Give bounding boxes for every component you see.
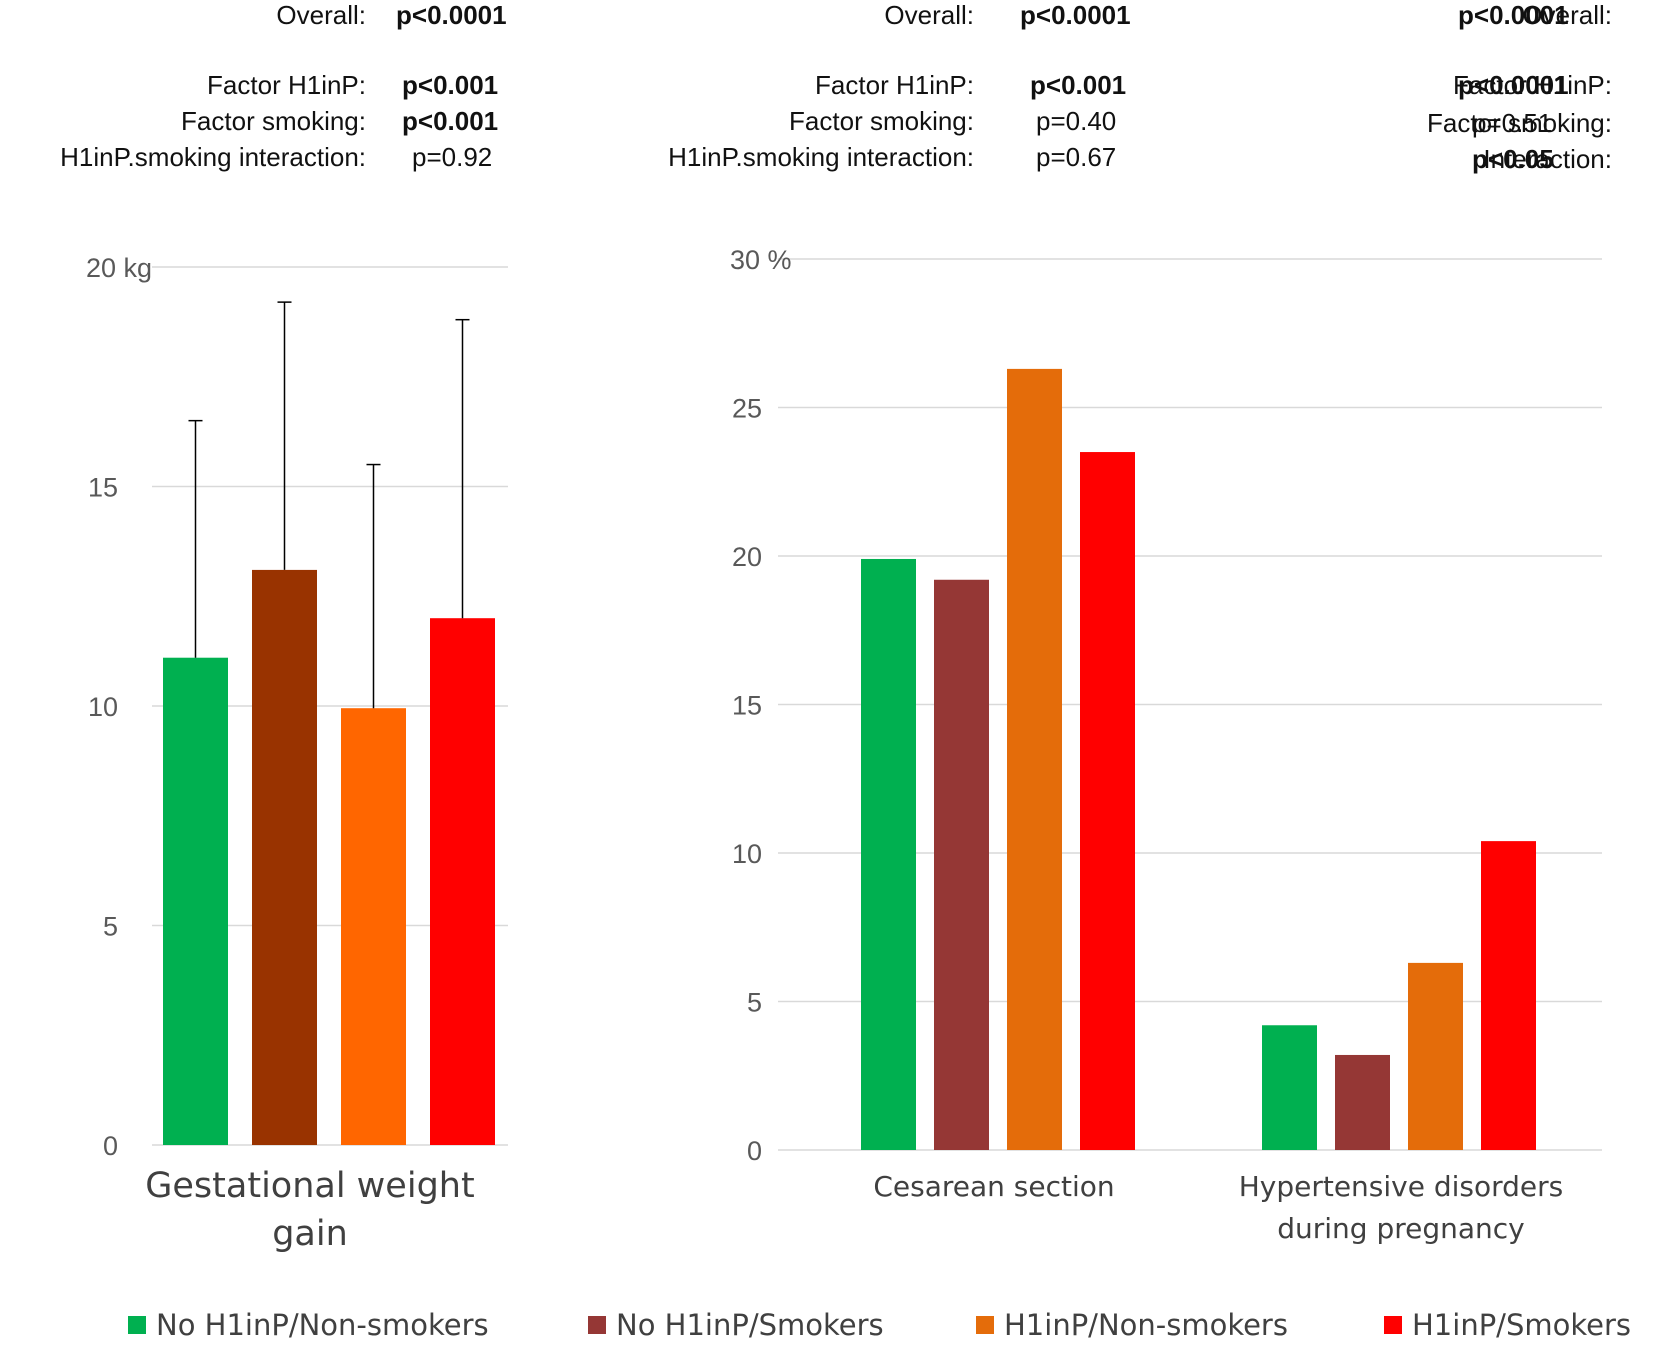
bar-no-h1inp-non-smokers-gestational-weight-gain	[163, 657, 228, 1145]
legend-item-h1inp-smokers: H1inP/Smokers	[1384, 1308, 1631, 1342]
y-tick-label: 0	[103, 1131, 118, 1161]
legend-label: H1inP/Non-smokers	[1004, 1308, 1288, 1342]
category-label: Gestational weight	[145, 1166, 474, 1206]
overall-value: p<0.0001	[1020, 0, 1131, 30]
overall-label: Overall:	[884, 0, 974, 30]
category-label: Hypertensive disorders	[1239, 1170, 1564, 1203]
bar-h1inp-non-smokers-hypertensive-disorders-during-pregnancy	[1408, 962, 1463, 1150]
y-tick-label: 20	[732, 542, 762, 572]
y-tick-label: 20 kg	[86, 253, 152, 283]
weight-gain-chart: 0 5 10 15 20 kg Gestational weight gain	[86, 253, 508, 1254]
h1inp-factor-label: Factor H1inP:	[207, 70, 366, 100]
legend-swatch	[1384, 1316, 1402, 1334]
bar-no-h1inp-non-smokers-hypertensive-disorders-during-pregnancy	[1262, 1025, 1317, 1150]
overall-value: p<0.0001	[1458, 0, 1569, 30]
bar-h1inp-smokers-gestational-weight-gain	[430, 618, 495, 1145]
y-tick-label: 15	[88, 473, 118, 503]
smoking-factor-label: Factor smoking:	[181, 106, 366, 136]
h1inp-factor-label: Factor H1inP:	[815, 70, 974, 100]
interaction-value: p<0.05	[1472, 144, 1554, 174]
bar-no-h1inp-non-smokers-cesarean-section	[861, 558, 916, 1150]
bar-h1inp-non-smokers-cesarean-section	[1007, 368, 1062, 1150]
smoking-factor-label: Factor smoking:	[1427, 108, 1612, 138]
smoking-factor-value: p=0.51	[1472, 108, 1553, 138]
overall-value: p<0.0001	[396, 0, 507, 30]
category-label: gain	[272, 1214, 348, 1254]
h1inp-factor-value: p<0.001	[1030, 70, 1127, 100]
interaction-value: p=0.67	[1036, 142, 1117, 172]
h1inp-factor-value: p<0.001	[402, 70, 499, 100]
legend-item-no-h1inp-smokers: No H1inP/Smokers	[588, 1308, 884, 1342]
bar-h1inp-non-smokers-gestational-weight-gain	[341, 708, 406, 1145]
legend-swatch	[588, 1316, 606, 1334]
outcomes-chart: 0 5 10 15 20 25 30 % Cesarean section Hypertensi…	[730, 245, 1602, 1245]
smoking-factor-value: p<0.001	[402, 106, 499, 136]
y-tick-label: 5	[747, 988, 762, 1018]
legend: No H1inP/Non-smokers No H1inP/Smokers H1…	[0, 1308, 1654, 1348]
y-tick-label: 30 %	[730, 245, 792, 275]
bar-no-h1inp-smokers-cesarean-section	[934, 579, 989, 1150]
legend-label: No H1inP/Non-smokers	[156, 1308, 489, 1342]
overall-label: Overall:	[276, 0, 366, 30]
y-tick-label: 10	[88, 692, 118, 722]
legend-item-no-h1inp-nonsmokers: No H1inP/Non-smokers	[128, 1308, 489, 1342]
bar-no-h1inp-smokers-gestational-weight-gain	[252, 569, 317, 1145]
interaction-label: H1inP.smoking interaction:	[668, 142, 974, 172]
y-tick-label: 5	[103, 912, 118, 942]
legend-label: No H1inP/Smokers	[616, 1308, 884, 1342]
legend-label: H1inP/Smokers	[1412, 1308, 1631, 1342]
smoking-factor-value: p=0.40	[1036, 106, 1117, 136]
interaction-label: Interaction:	[1483, 144, 1612, 174]
interaction-label: H1inP.smoking interaction:	[60, 142, 366, 172]
bar-no-h1inp-smokers-hypertensive-disorders-during-pregnancy	[1335, 1054, 1390, 1150]
y-tick-label: 0	[747, 1136, 762, 1166]
overall-label: Overall:	[1522, 0, 1612, 30]
legend-swatch	[128, 1316, 146, 1334]
h1inp-factor-value: p<0.0001	[1458, 70, 1569, 100]
interaction-value: p=0.92	[412, 142, 493, 172]
charts-canvas: 0 5 10 15 20 kg Gestational weight gain 0 5 10 15…	[86, 245, 1602, 1254]
y-tick-label: 25	[732, 394, 762, 424]
bar-h1inp-smokers-hypertensive-disorders-during-pregnancy	[1481, 841, 1536, 1150]
legend-item-h1inp-nonsmokers: H1inP/Non-smokers	[976, 1308, 1288, 1342]
y-tick-label: 15	[732, 691, 762, 721]
category-label: during pregnancy	[1277, 1212, 1525, 1245]
category-label: Cesarean section	[873, 1170, 1114, 1203]
h1inp-factor-label: Factor H1inP:	[1453, 70, 1612, 100]
y-tick-label: 10	[732, 839, 762, 869]
legend-swatch	[976, 1316, 994, 1334]
smoking-factor-label: Factor smoking:	[789, 106, 974, 136]
bar-h1inp-smokers-cesarean-section	[1080, 452, 1135, 1150]
